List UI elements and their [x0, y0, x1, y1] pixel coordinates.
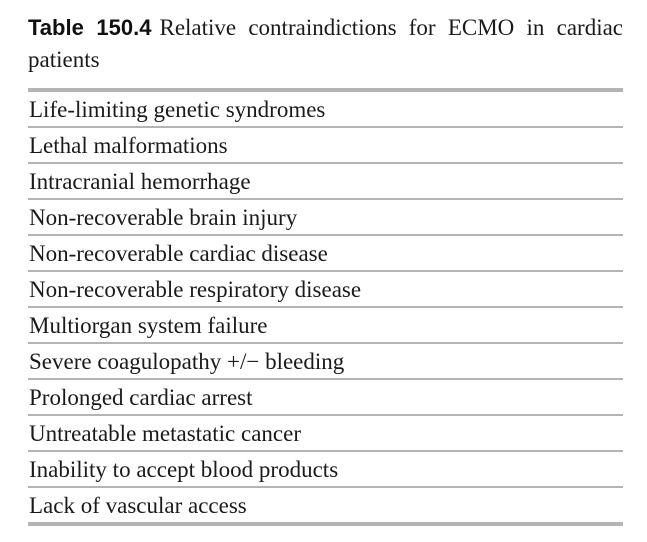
table-cell: Lack of vascular access [29, 493, 247, 518]
table-row: Non-recoverable respiratory disease [28, 272, 623, 308]
table-row: Severe coagulopathy +/− bleeding [28, 344, 623, 380]
table-cell: Non-recoverable brain injury [29, 205, 298, 230]
table-row: Intracranial hemorrhage [28, 164, 623, 200]
table-cell: Intracranial hemorrhage [29, 169, 251, 194]
table-cell: Lethal malformations [29, 133, 228, 158]
table-title: Relative contraindictions for ECMO in ca… [28, 15, 623, 72]
table-cell: Multiorgan system failure [29, 313, 268, 338]
table-cell: Prolonged cardiac arrest [29, 385, 253, 410]
contraindications-table: Table 150.4 Relative contraindictions for… [28, 12, 623, 526]
table-row: Life-limiting genetic syndromes [28, 92, 623, 128]
table-row: Non-recoverable cardiac disease [28, 236, 623, 272]
table-row: Non-recoverable brain injury [28, 200, 623, 236]
table-cell: Non-recoverable cardiac disease [29, 241, 328, 266]
table-cell: Severe coagulopathy +/− bleeding [29, 349, 345, 374]
table-cell: Non-recoverable respiratory disease [29, 277, 362, 302]
table-row: Lack of vascular access [28, 488, 623, 526]
table-body: Life-limiting genetic syndromes Lethal m… [28, 92, 623, 526]
table-row: Prolonged cardiac arrest [28, 380, 623, 416]
table-row: Untreatable metastatic cancer [28, 416, 623, 452]
table-label: Table 150.4 [28, 15, 152, 40]
table-row: Inability to accept blood products [28, 452, 623, 488]
table-row: Multiorgan system failure [28, 308, 623, 344]
table-cell: Inability to accept blood products [29, 457, 339, 482]
table-row: Lethal malformations [28, 128, 623, 164]
table-cell: Untreatable metastatic cancer [29, 421, 302, 446]
table-caption: Table 150.4 Relative contraindictions for… [28, 12, 623, 76]
table-cell: Life-limiting genetic syndromes [29, 97, 326, 122]
table-top-rule [28, 88, 623, 92]
